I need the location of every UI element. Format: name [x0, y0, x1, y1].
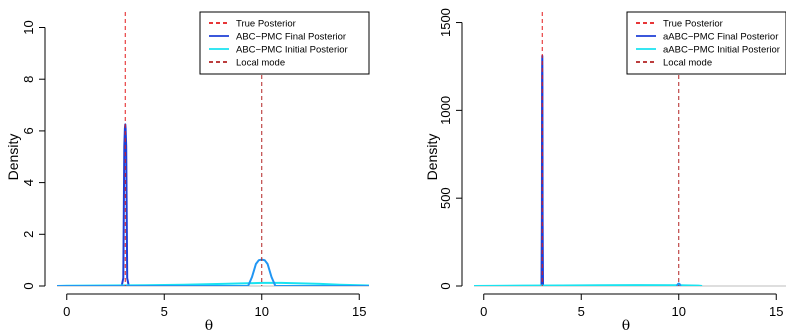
- legend-label: Local mode: [236, 58, 285, 69]
- density-series-line: [675, 282, 682, 286]
- y-tick-label: 0: [438, 282, 453, 289]
- plot-area: [474, 12, 703, 286]
- y-tick-label: 1000: [438, 96, 453, 125]
- legend-box: [199, 11, 370, 75]
- legend-label: Local mode: [663, 58, 712, 69]
- legend-label: True Posterior: [663, 19, 723, 30]
- y-tick-label: 10: [21, 20, 36, 34]
- x-tick-label: 0: [480, 304, 487, 319]
- x-tick-label: 10: [255, 304, 269, 319]
- y-tick-label: 6: [21, 127, 36, 134]
- x-tick-label: 10: [672, 304, 686, 319]
- chart-panel-1: 0 5 10 15 θ 0 2 4 6 8 10 Density True Posterior ABC−P…: [5, 11, 370, 333]
- density-series-line: [57, 258, 369, 286]
- x-axis-label: θ: [205, 318, 213, 333]
- legend-label: aABC−PMC Initial Posterior: [663, 45, 780, 56]
- chart-panel-2: 0 5 10 15 θ 0 500 1000 1500 Density True Posterior…: [424, 8, 786, 333]
- legend: True Posterior aABC−PMC Final Posterior aA…: [626, 11, 786, 75]
- y-tick-label: 1500: [438, 8, 453, 37]
- x-tick-label: 15: [352, 304, 366, 319]
- y-axis-label: Density: [5, 134, 21, 181]
- legend-label: True Posterior: [236, 19, 296, 30]
- legend-label: ABC−PMC Initial Posterior: [236, 45, 348, 56]
- y-tick-label: 8: [21, 76, 36, 83]
- x-tick-label: 15: [769, 304, 783, 319]
- x-tick-label: 5: [578, 304, 585, 319]
- density-series-line: [474, 284, 703, 286]
- legend: True Posterior ABC−PMC Final Posterior ABC…: [199, 11, 370, 75]
- legend-label: aABC−PMC Final Posterior: [663, 32, 778, 43]
- x-tick-label: 0: [63, 304, 70, 319]
- y-tick-label: 2: [21, 231, 36, 238]
- legend-label: ABC−PMC Final Posterior: [236, 32, 346, 43]
- y-axis-label: Density: [424, 134, 440, 181]
- x-tick-label: 5: [161, 304, 168, 319]
- plot-area: [57, 12, 369, 286]
- y-tick-label: 0: [21, 282, 36, 289]
- x-axis-label: θ: [622, 318, 630, 333]
- y-tick-label: 500: [438, 187, 453, 209]
- y-tick-label: 4: [21, 179, 36, 186]
